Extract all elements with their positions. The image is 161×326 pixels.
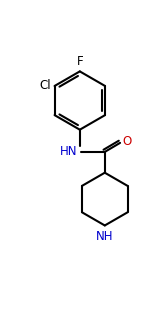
Text: HN: HN bbox=[60, 145, 78, 158]
Text: Cl: Cl bbox=[39, 80, 51, 93]
Text: O: O bbox=[123, 135, 132, 148]
Text: NH: NH bbox=[96, 230, 114, 243]
Text: F: F bbox=[76, 55, 83, 68]
